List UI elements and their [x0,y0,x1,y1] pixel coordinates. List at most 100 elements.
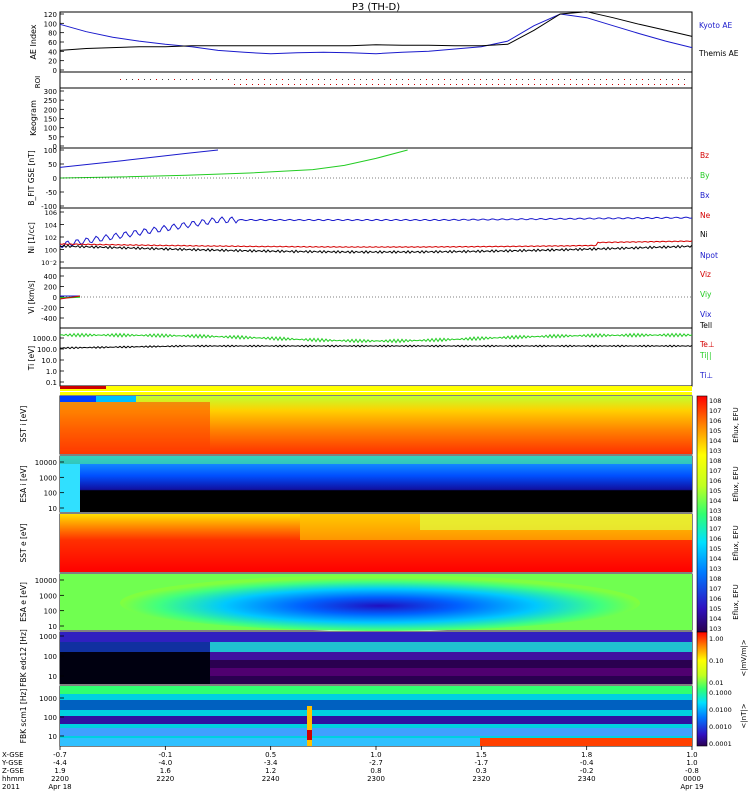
fbk-edc12-ylabel: FBK edc12 [Hz] [19,629,28,687]
roi-dot [576,84,577,85]
esa-electron-tick-label: 10 [48,623,57,631]
roi-dot [330,79,331,80]
roi-dot [378,79,379,80]
roi-dot [156,79,157,80]
roi-dot [324,84,325,85]
by-line [59,149,408,179]
temperature-tick-label: 1000.0 [33,335,58,343]
cbar-tick-label: 0.0010 [709,723,732,731]
roi-dot [342,79,343,80]
roi-dot [558,84,559,85]
x-row-label: hhmm [2,775,25,783]
esa-ion-tick-label: 1000 [39,474,57,482]
cbar-tick-label: 104 [709,497,721,505]
legend-by: By [700,171,710,180]
cbar-tick-label: 107 [709,525,721,533]
roi-dot [474,79,475,80]
fbk-edc12-tick-label: 1000 [39,633,57,641]
keo-tick-label: 50 [48,134,57,142]
velocity-tick-label: 400 [44,273,57,281]
sst-ion-ylabel: SST i [eV] [19,406,28,443]
fbk-scm1-tick-label: 10 [48,733,57,741]
roi-dot [372,79,373,80]
x-column-value: 1.2 [265,767,276,775]
cbar-tick-label: 107 [709,467,721,475]
bfield-tick-label: -50 [46,189,57,197]
roi-dot [366,79,367,80]
panel-frame-5 [59,267,693,329]
roi-dot [420,84,421,85]
velocity-yticks: 400 200 0 -200 -400 [41,273,64,323]
x-column-value: Apr 19 [680,783,703,791]
roi-dot [396,79,397,80]
velocity-ylabel: Vi [km/s] [27,280,36,313]
ae-tick-label: 120 [44,11,57,19]
roi-dot [492,84,493,85]
esa-electron-tick-label: 10000 [35,577,57,585]
roi-dot [414,84,415,85]
roi-dot [384,84,385,85]
roi-dot [522,79,523,80]
x-column-value: 0.5 [265,751,276,759]
roi-dot [600,79,601,80]
cbar-tick-label: 103 [709,447,721,455]
roi-dot [510,79,511,80]
roi-dot [354,79,355,80]
temperature-tick-label: 100.0 [37,346,57,354]
roi-dot [456,79,457,80]
roi-dot [642,84,643,85]
x-column-value: -0.8 [685,767,699,775]
cbar-tick-label: 0.0100 [709,706,732,714]
roi-dot [288,84,289,85]
bx-line [59,149,219,168]
esa-electron-ylabel: ESA e [eV] [19,582,28,622]
roi-dot [360,84,361,85]
legend-te-perp: Te⊥ [699,340,714,349]
roi-dot [498,84,499,85]
roi-dot [654,84,655,85]
x-row-label: Y-GSE [1,759,23,767]
roi-dot [336,84,337,85]
roi-dot [546,84,547,85]
roi-dot [150,79,151,80]
fbk-scm1-spectrogram: FBK scm1 [Hz] 1000 100 10 [19,686,692,746]
roi-dot [180,79,181,80]
panel-frame-6 [59,327,693,387]
x-row-label: X-GSE [2,751,24,759]
roi-dot [144,79,145,80]
roi-dot [420,79,421,80]
bfield-yticks: 100 50 0 -50 -100 [41,147,64,211]
temperature-tick-label: 0.1 [46,379,57,387]
roi-dot [432,79,433,80]
cbar-eflux-label: Eflux, EFU [732,407,740,442]
roi-dot [468,79,469,80]
roi-dot [612,84,613,85]
legend-themis-ae: Themis AE [698,49,739,58]
roi-dot [390,84,391,85]
legend-kyoto-ae: Kyoto AE [699,21,732,30]
roi-dot [438,79,439,80]
ti-parallel-line [59,332,693,344]
cbar-tick-label: 107 [709,407,721,415]
velocity-tick-label: -200 [41,305,57,313]
cbar-tick-label: 107 [709,585,721,593]
roi-dot [546,79,547,80]
roi-dot [348,79,349,80]
ae-tick-label: 40 [48,48,57,56]
figure-title: P3 (TH-D) [352,2,400,13]
esa-ion-yticks: 10000 1000 100 10 [35,459,64,513]
te-line [59,344,693,350]
orbit-status-bar [60,386,692,395]
roi-dot [432,84,433,85]
x-column-value: Apr 18 [48,783,71,791]
roi-dot [282,79,283,80]
ae-lines [59,11,693,55]
roi-dot [402,79,403,80]
cbar-tick-label: 104 [709,437,721,445]
x-column-value: -3.4 [264,759,278,767]
roi-dot [294,79,295,80]
roi-dot [396,84,397,85]
esa-ion-tick-label: 10 [48,505,57,513]
cbar-tick-label: 103 [709,625,721,633]
